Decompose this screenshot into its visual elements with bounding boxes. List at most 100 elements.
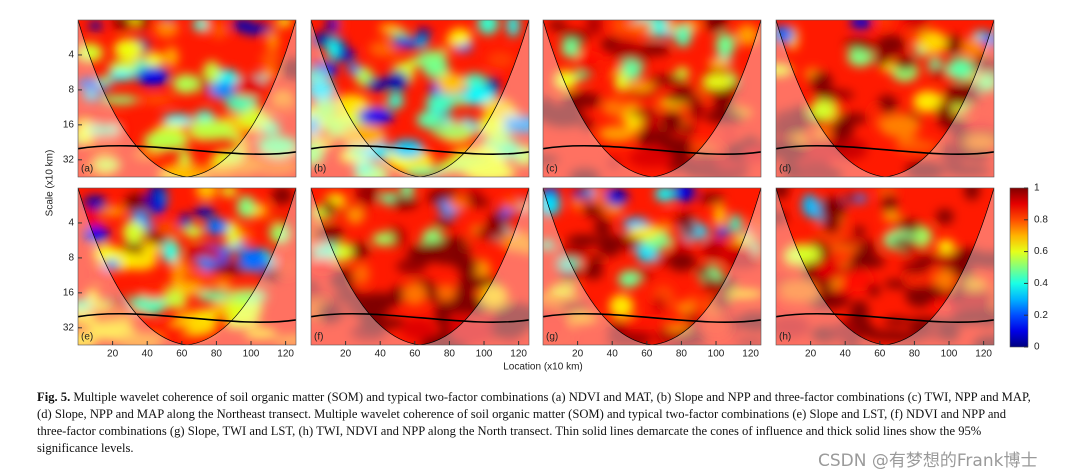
panel-frame	[775, 187, 995, 346]
heatmap-blob	[462, 85, 496, 106]
heatmap-blob	[112, 20, 134, 30]
heatmap-blob	[946, 85, 961, 96]
heatmap-blob	[449, 320, 494, 345]
heatmap-blob	[543, 155, 560, 165]
heatmap-blob	[479, 114, 505, 135]
heatmap-blob	[475, 226, 507, 240]
heatmap-blob	[876, 34, 906, 55]
panel-label: (d)	[779, 164, 791, 175]
heatmap-blob	[399, 37, 417, 49]
heatmap-blob	[501, 196, 522, 211]
heatmap-blob	[462, 73, 488, 88]
heatmap-blob	[559, 301, 589, 313]
heatmap-blob	[122, 220, 145, 244]
heatmap-blob	[874, 53, 892, 67]
heatmap-blob	[86, 125, 120, 135]
heatmap-blob	[964, 135, 994, 149]
heatmap-blob	[326, 20, 339, 34]
heatmap-blob	[628, 226, 660, 239]
heatmap-blob	[713, 94, 735, 114]
heatmap-blob	[950, 285, 963, 303]
heatmap-blob	[682, 124, 695, 135]
heatmap-blob	[814, 260, 844, 281]
heatmap-blob	[569, 168, 601, 177]
heatmap-blob	[563, 92, 602, 108]
x-tick-label: 120	[510, 349, 527, 360]
heatmap-blob	[610, 41, 640, 61]
heatmap-blob	[973, 335, 994, 345]
heatmap-blob	[974, 309, 994, 327]
heatmap-blob	[83, 195, 107, 211]
x-tick-label: 20	[107, 349, 119, 360]
heatmap-blob	[945, 165, 991, 176]
panel	[78, 188, 296, 345]
heatmap-blob	[372, 232, 394, 246]
heatmap-blob	[917, 30, 948, 55]
heatmap-blob	[914, 226, 932, 246]
panel-frame	[542, 19, 762, 178]
heatmap-blob	[225, 223, 240, 248]
cone-shade	[78, 188, 296, 345]
x-tick-label: 100	[708, 349, 725, 360]
heatmap-blob	[549, 284, 578, 295]
caption: Fig. 5. Multiple wavelet coherence of so…	[37, 389, 1037, 457]
heatmap-blob	[741, 146, 761, 163]
heatmap-blob	[784, 243, 821, 266]
heatmap-blob	[195, 257, 215, 268]
heatmap-blob	[82, 162, 98, 176]
heatmap-blob	[107, 70, 136, 81]
heatmap-blob	[906, 289, 933, 308]
significance-contour	[543, 144, 761, 155]
heatmap-blob	[776, 188, 790, 200]
x-tick-label: 120	[277, 349, 294, 360]
heatmap-blob	[960, 266, 973, 276]
cone-shade	[311, 188, 529, 345]
y-tick-label: 32	[63, 154, 75, 165]
heatmap-blob	[800, 158, 833, 177]
y-tick-label: 8	[68, 253, 74, 264]
heatmap-blob	[601, 98, 625, 117]
heatmap-blob	[189, 119, 234, 141]
heatmap-blob	[723, 129, 736, 139]
heatmap-blob	[654, 188, 675, 202]
heatmap-blob	[355, 188, 380, 205]
heatmap-blob	[281, 57, 296, 80]
heatmap-blob	[431, 126, 474, 138]
heatmap-blob	[317, 301, 343, 324]
colorbar-tick-label: 0.2	[1034, 310, 1048, 321]
panel	[311, 20, 529, 177]
x-tick-label: 40	[840, 349, 852, 360]
heatmap-blob	[689, 141, 717, 153]
colorbar-tick-label: 1	[1034, 183, 1040, 194]
heatmap-blob	[903, 20, 929, 31]
heatmap-blob	[225, 149, 244, 160]
heatmap-blob	[673, 188, 688, 200]
heatmap-blob	[340, 288, 360, 305]
heatmap-blob	[935, 103, 953, 118]
cone-line	[776, 20, 994, 177]
x-tick-label: 120	[742, 349, 759, 360]
heatmap-blob	[260, 53, 281, 65]
heatmap-blob	[445, 188, 459, 197]
heatmap-blob	[357, 107, 394, 125]
cone-line	[311, 20, 529, 177]
significance-contour	[543, 312, 761, 323]
heatmap-blob	[92, 266, 111, 281]
heatmap-blob	[683, 311, 701, 329]
heatmap-blob	[347, 62, 360, 75]
heatmap-blob	[93, 244, 119, 264]
heatmap-blob	[855, 325, 878, 336]
heatmap-texture	[776, 20, 994, 177]
colorbar	[1009, 187, 1029, 348]
x-tick-label: 80	[211, 349, 223, 360]
heatmap-blob	[870, 104, 884, 127]
heatmap-blob	[416, 28, 431, 40]
heatmap-blob	[311, 79, 335, 101]
significance-contour	[311, 144, 529, 155]
heatmap-blob	[333, 242, 353, 262]
heatmap-blob	[935, 208, 954, 225]
heatmap-blob	[311, 113, 339, 123]
heatmap-blob	[735, 338, 761, 345]
heatmap-blob	[594, 217, 611, 237]
heatmap-blob	[273, 335, 296, 345]
